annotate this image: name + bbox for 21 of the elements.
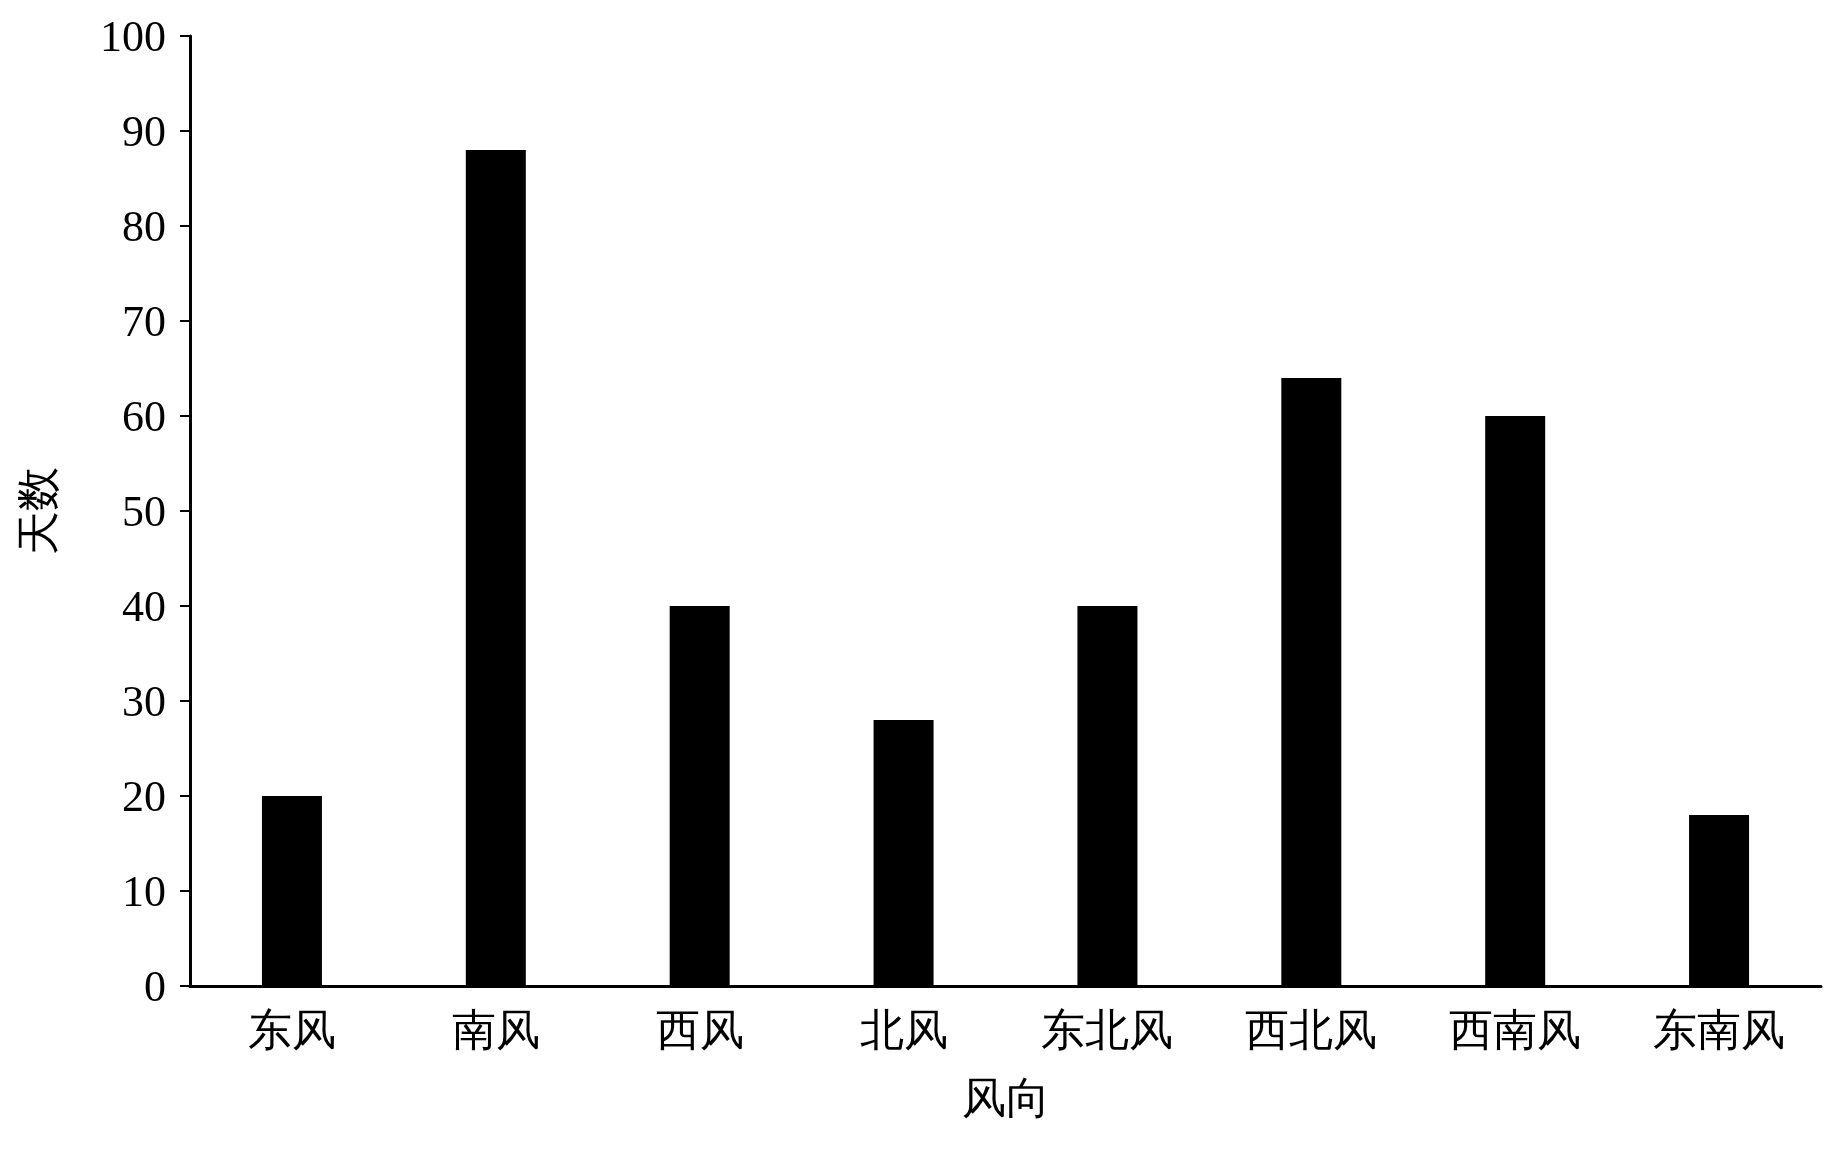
x-tick-label: 东南风 — [1653, 1005, 1786, 1055]
y-tick-label: 10 — [122, 866, 166, 916]
y-tick-label: 0 — [144, 961, 166, 1011]
x-tick-label: 东风 — [247, 1005, 336, 1055]
x-tick-label: 西北风 — [1245, 1005, 1378, 1055]
y-tick-label: 90 — [122, 106, 166, 156]
y-tick-label: 20 — [122, 771, 166, 821]
x-axis-title: 风向 — [961, 1073, 1050, 1123]
y-tick-label: 60 — [122, 391, 166, 441]
x-tick-label: 西风 — [655, 1005, 744, 1055]
y-tick-label: 50 — [122, 486, 166, 536]
y-axis-title: 天数 — [13, 467, 63, 555]
y-tick-label: 100 — [100, 11, 166, 61]
y-tick-label: 80 — [122, 201, 166, 251]
x-tick-label: 东北风 — [1041, 1005, 1174, 1055]
y-tick-label: 70 — [122, 296, 166, 346]
x-tick-label: 北风 — [859, 1005, 948, 1055]
y-tick-label: 30 — [122, 676, 166, 726]
x-tick-label: 西南风 — [1449, 1005, 1582, 1055]
x-tick-label: 南风 — [451, 1005, 540, 1055]
y-tick-label: 40 — [122, 581, 166, 631]
